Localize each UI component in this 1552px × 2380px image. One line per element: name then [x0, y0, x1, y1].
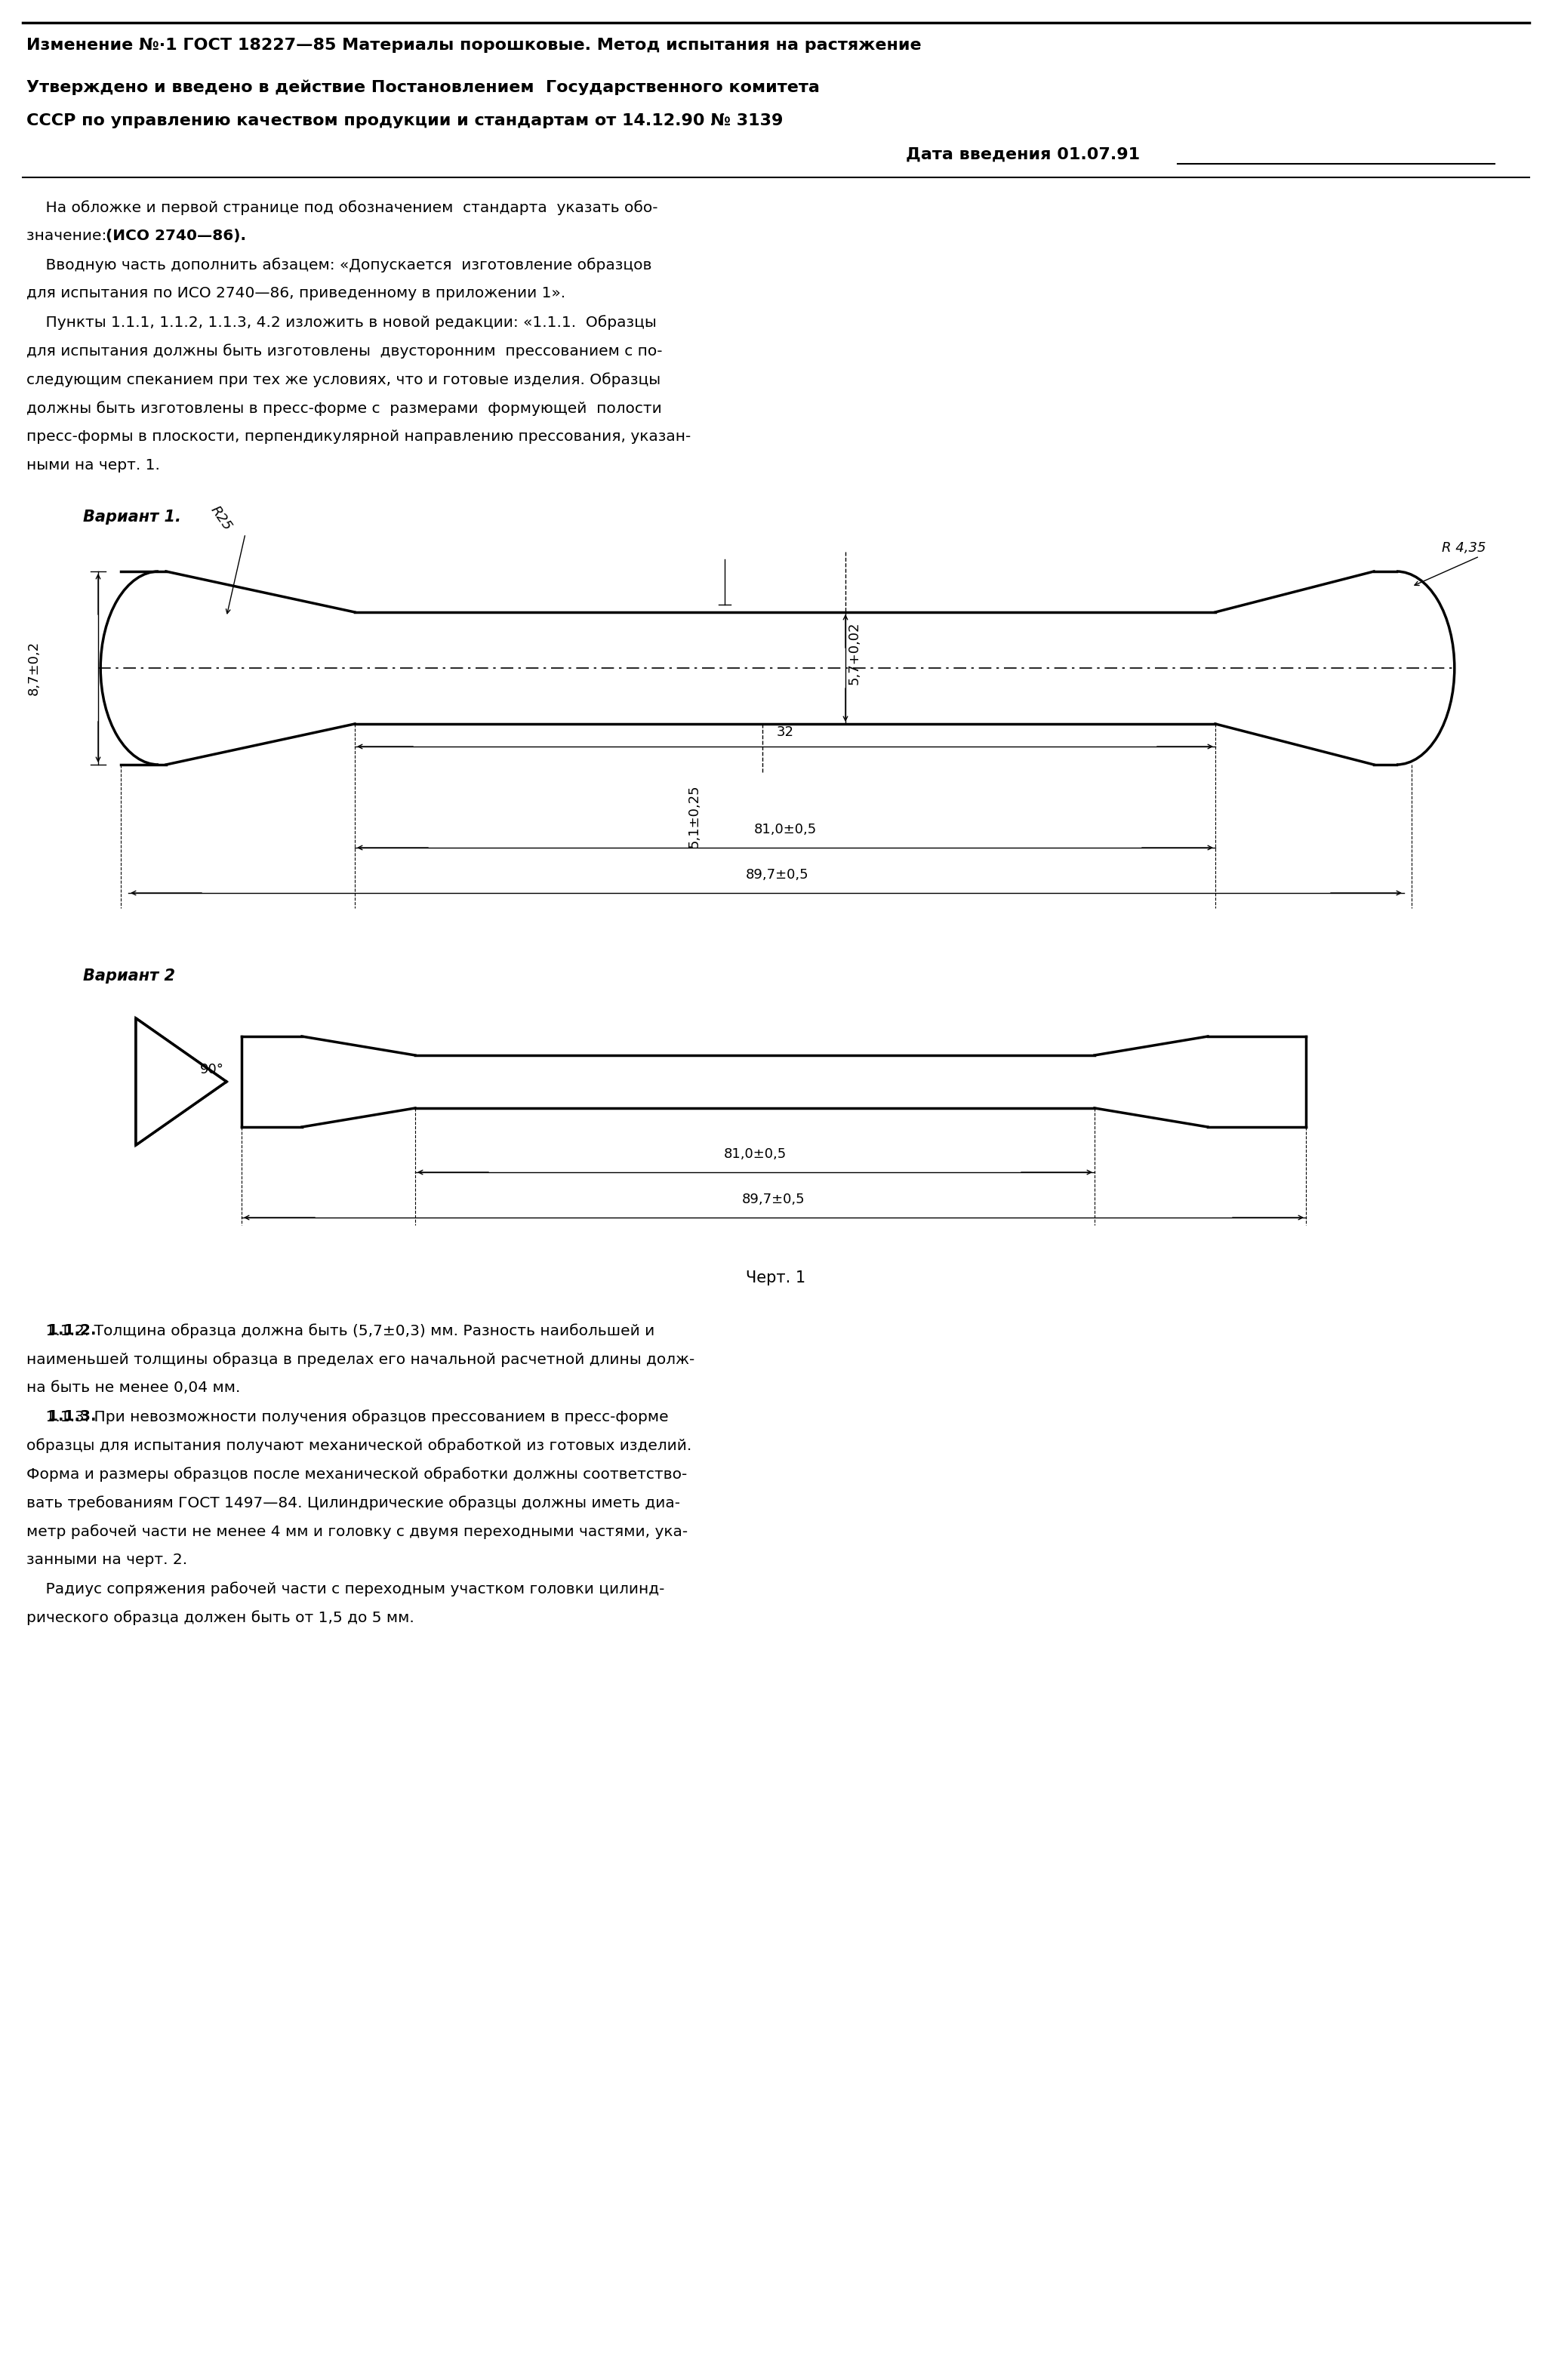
Text: образцы для испытания получают механической обработкой из готовых изделий.: образцы для испытания получают механичес…	[26, 1438, 692, 1452]
Text: Радиус сопряжения рабочей части с переходным участком головки цилинд-: Радиус сопряжения рабочей части с перехо…	[26, 1580, 664, 1597]
Text: Вводную часть дополнить абзацем: «Допускается  изготовление образцов: Вводную часть дополнить абзацем: «Допуск…	[26, 257, 652, 271]
Text: пресс-формы в плоскости, перпендикулярной направлению прессования, указан-: пресс-формы в плоскости, перпендикулярно…	[26, 428, 691, 443]
Text: Вариант 1.: Вариант 1.	[84, 509, 182, 524]
Text: 1.1.3. При невозможности получения образцов прессованием в пресс-форме: 1.1.3. При невозможности получения образ…	[26, 1409, 669, 1423]
Text: Пункты 1.1.1, 1.1.2, 1.1.3, 4.2 изложить в новой редакции: «1.1.1.  Образцы: Пункты 1.1.1, 1.1.2, 1.1.3, 4.2 изложить…	[26, 314, 656, 328]
Text: 8,7±0,2: 8,7±0,2	[28, 640, 40, 695]
Text: Изменение №·1 ГОСТ 18227—85 Материалы порошковые. Метод испытания на растяжение: Изменение №·1 ГОСТ 18227—85 Материалы по…	[26, 38, 922, 52]
Text: 81,0±0,5: 81,0±0,5	[754, 823, 816, 835]
Text: следующим спеканием при тех же условиях, что и готовые изделия. Образцы: следующим спеканием при тех же условиях,…	[26, 371, 661, 388]
Text: метр рабочей части не менее 4 мм и головку с двумя переходными частями, ука-: метр рабочей части не менее 4 мм и голов…	[26, 1523, 688, 1540]
Text: для испытания должны быть изготовлены  двусторонним  прессованием с по-: для испытания должны быть изготовлены дв…	[26, 343, 663, 359]
Text: 5,1±0,25: 5,1±0,25	[688, 785, 702, 847]
Text: наименьшей толщины образца в пределах его начальной расчетной длины долж-: наименьшей толщины образца в пределах ег…	[26, 1352, 695, 1366]
Text: СССР по управлению качеством продукции и стандартам от 14.12.90 № 3139: СССР по управлению качеством продукции и…	[26, 114, 784, 129]
Text: Дата введения 01.07.91: Дата введения 01.07.91	[906, 148, 1139, 162]
Text: вать требованиям ГОСТ 1497—84. Цилиндрические образцы должны иметь диа-: вать требованиям ГОСТ 1497—84. Цилиндрич…	[26, 1495, 680, 1511]
Text: 81,0±0,5: 81,0±0,5	[723, 1147, 787, 1161]
Text: 90°: 90°	[200, 1064, 223, 1076]
Text: На обложке и первой странице под обозначением  стандарта  указать обо-: На обложке и первой странице под обознач…	[26, 200, 658, 214]
Text: R25: R25	[208, 505, 234, 533]
Text: (ИСО 2740—86).: (ИСО 2740—86).	[106, 228, 247, 243]
Text: 1.1.2. Толщина образца должна быть (5,7±0,3) мм. Разность наибольшей и: 1.1.2. Толщина образца должна быть (5,7±…	[26, 1323, 655, 1338]
Text: 1.1.2.: 1.1.2.	[26, 1323, 101, 1338]
Text: рического образца должен быть от 1,5 до 5 мм.: рического образца должен быть от 1,5 до …	[26, 1609, 414, 1626]
Text: для испытания по ИСО 2740—86, приведенному в приложении 1».: для испытания по ИСО 2740—86, приведенно…	[26, 286, 565, 300]
Text: 89,7±0,5: 89,7±0,5	[747, 869, 809, 881]
Text: Вариант 2: Вариант 2	[84, 969, 175, 983]
Text: Черт. 1: Черт. 1	[747, 1271, 805, 1285]
Text: Форма и размеры образцов после механической обработки должны соответство-: Форма и размеры образцов после механичес…	[26, 1466, 688, 1480]
Text: ными на черт. 1.: ными на черт. 1.	[26, 459, 160, 474]
Text: 89,7±0,5: 89,7±0,5	[742, 1192, 805, 1207]
Text: значение:: значение:	[26, 228, 112, 243]
Polygon shape	[137, 1019, 227, 1145]
Text: занными на черт. 2.: занными на черт. 2.	[26, 1552, 188, 1566]
Text: должны быть изготовлены в пресс-форме с  размерами  формующей  полости: должны быть изготовлены в пресс-форме с …	[26, 400, 661, 416]
Text: Утверждено и введено в действие Постановлением  Государственного комитета: Утверждено и введено в действие Постанов…	[26, 79, 819, 95]
Text: 32: 32	[776, 726, 793, 738]
Text: R 4,35: R 4,35	[1442, 540, 1485, 555]
Text: 1.1.3.: 1.1.3.	[26, 1409, 101, 1423]
Text: на быть не менее 0,04 мм.: на быть не менее 0,04 мм.	[26, 1380, 241, 1395]
Text: 5,7+0,02: 5,7+0,02	[847, 621, 861, 685]
